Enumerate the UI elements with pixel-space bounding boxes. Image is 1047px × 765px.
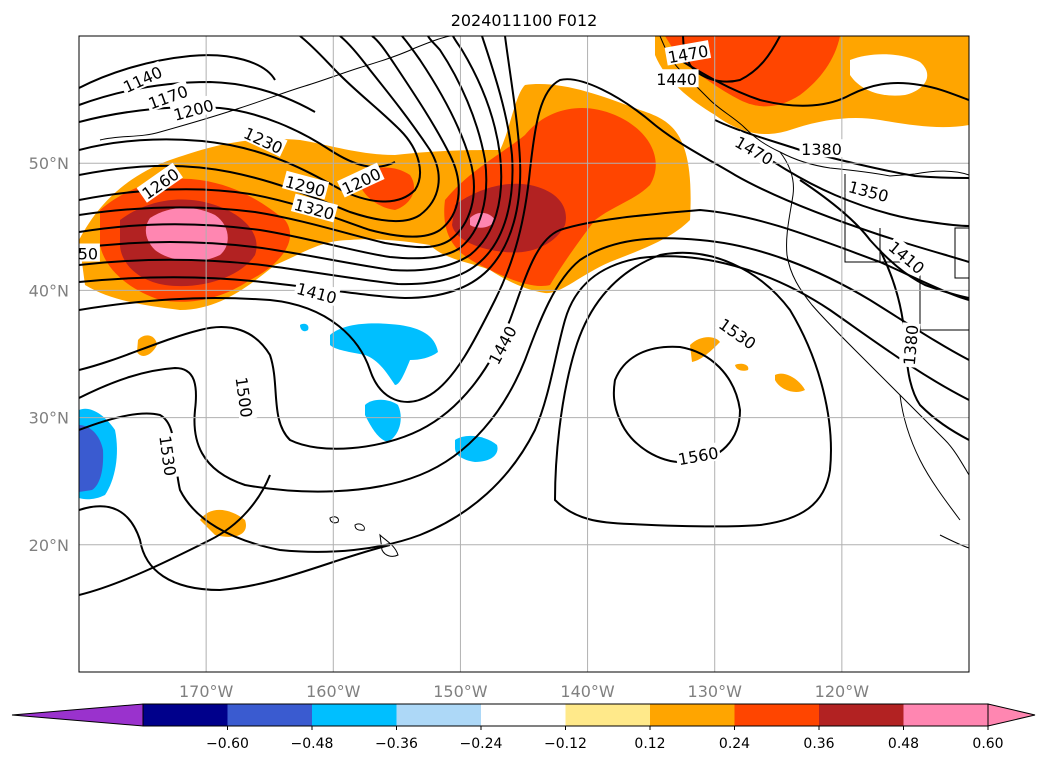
contour-label-background	[714, 312, 762, 353]
colorbar-segment	[143, 704, 228, 726]
contour-label-background	[664, 40, 712, 66]
contour-label-text: 1380	[900, 324, 922, 366]
contour-label-background	[281, 170, 330, 200]
contour-label-background	[136, 162, 183, 203]
contour-label-background	[143, 80, 192, 113]
colorbar-tick-label: −0.36	[375, 736, 418, 752]
colorbar-extend-low	[11, 703, 144, 727]
colorbar-segment	[481, 704, 566, 726]
colorbar-segment	[312, 704, 397, 726]
contour-label-background	[169, 94, 217, 124]
colorbar-segment	[903, 704, 988, 726]
anomaly-fill-positive	[79, 36, 969, 537]
contour-label-background	[898, 322, 921, 368]
colorbar-tick-label: −0.24	[460, 736, 503, 752]
colorbar-tick-label: 0.24	[719, 736, 750, 752]
contour-label-text: 1380	[801, 140, 842, 159]
colorbar-tick-label: 0.12	[634, 736, 665, 752]
lon-tick-label: 140°W	[560, 682, 615, 701]
colorbar-segment	[650, 704, 735, 726]
anomaly-fill-negative	[79, 323, 498, 500]
contour-label-background	[233, 374, 258, 421]
contour-label-background	[799, 139, 844, 158]
contour-label-background	[240, 121, 288, 157]
colorbar-tick-label: 0.60	[972, 736, 1003, 752]
contour-label-background	[845, 175, 893, 205]
graticule	[79, 36, 969, 672]
lon-tick-label: 150°W	[433, 682, 488, 701]
colorbar-segment	[227, 704, 312, 726]
map-frame	[78, 35, 970, 673]
colorbar-tick-label: 0.48	[888, 736, 919, 752]
colorbar-segment	[734, 704, 819, 726]
contour-label-background	[157, 432, 181, 479]
colorbar-tick-label: 0.36	[803, 736, 834, 752]
contour-label-background	[884, 235, 930, 278]
colorbar-tick-label: −0.12	[544, 736, 587, 752]
colorbar-extend-high	[987, 703, 1036, 727]
contour-label: 1440	[654, 69, 699, 89]
contour-label-background	[654, 69, 699, 88]
contour-label-background	[293, 277, 341, 307]
lon-tick-label: 170°W	[179, 682, 234, 701]
lat-tick-label: 30°N	[29, 409, 69, 428]
lat-tick-label: 40°N	[29, 281, 69, 300]
contour-label-background	[731, 130, 779, 169]
lon-tick-labels: 170°W 160°W 150°W 140°W 130°W 120°W	[179, 682, 869, 701]
contour-label-background	[290, 193, 339, 223]
lat-tick-labels: 50°N 40°N 30°N 20°N	[29, 154, 69, 555]
lat-tick-label: 20°N	[29, 536, 69, 555]
contour-label-background	[118, 60, 166, 96]
contour-label-background	[79, 243, 100, 262]
chart-title: 2024011100 F012	[451, 11, 598, 30]
contour-label: 1380	[799, 139, 844, 159]
contour-label-background	[337, 162, 385, 198]
colorbar-tick-label: −0.48	[291, 736, 334, 752]
contour-label: 1380	[898, 322, 922, 368]
contour-label: 50	[78, 243, 100, 264]
contour-label-text: 50	[78, 245, 98, 264]
colorbar-segment	[565, 704, 650, 726]
lon-tick-label: 130°W	[688, 682, 743, 701]
lat-tick-label: 50°N	[29, 154, 69, 173]
colorbar-tick-label: −0.60	[206, 736, 249, 752]
lon-tick-label: 120°W	[815, 682, 870, 701]
contour-label-background	[483, 320, 520, 369]
lon-tick-label: 160°W	[306, 682, 361, 701]
contour-label-background	[674, 442, 722, 468]
colorbar: −0.60 −0.48 −0.36 −0.24 −0.12 0.12 0.24 0.36 0.4…	[11, 703, 1036, 752]
contour-label-text: 1440	[656, 70, 697, 89]
colorbar-segment	[819, 704, 904, 726]
colorbar-segment	[396, 704, 481, 726]
